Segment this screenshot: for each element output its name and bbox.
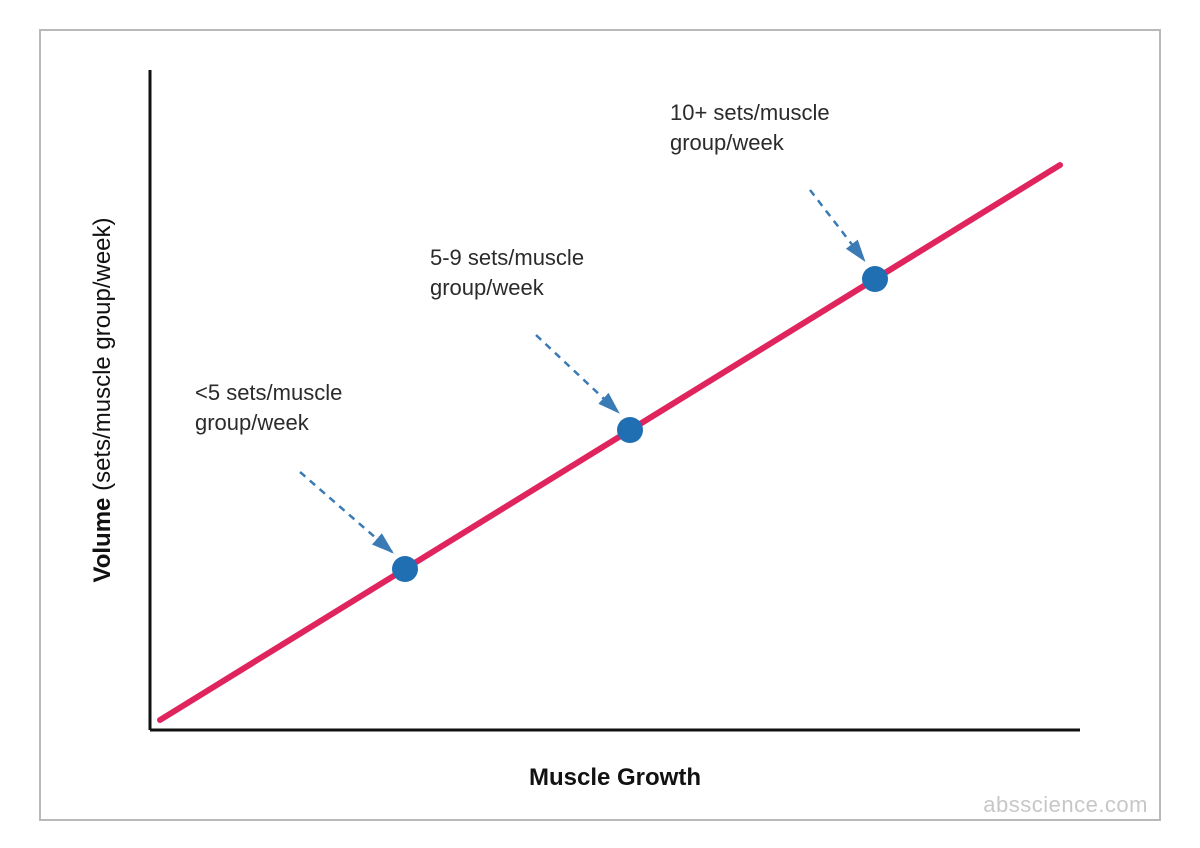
- y-axis-label: Volume (sets/muscle group/week): [89, 217, 116, 582]
- data-point: [617, 417, 643, 443]
- chart-svg: Muscle Growth Volume (sets/muscle group/w…: [0, 0, 1200, 848]
- data-point: [392, 556, 418, 582]
- watermark: absscience.com: [983, 792, 1148, 817]
- data-point: [862, 266, 888, 292]
- chart-container: Muscle Growth Volume (sets/muscle group/w…: [0, 0, 1200, 848]
- chart-background: [0, 0, 1200, 848]
- x-axis-label: Muscle Growth: [529, 764, 701, 791]
